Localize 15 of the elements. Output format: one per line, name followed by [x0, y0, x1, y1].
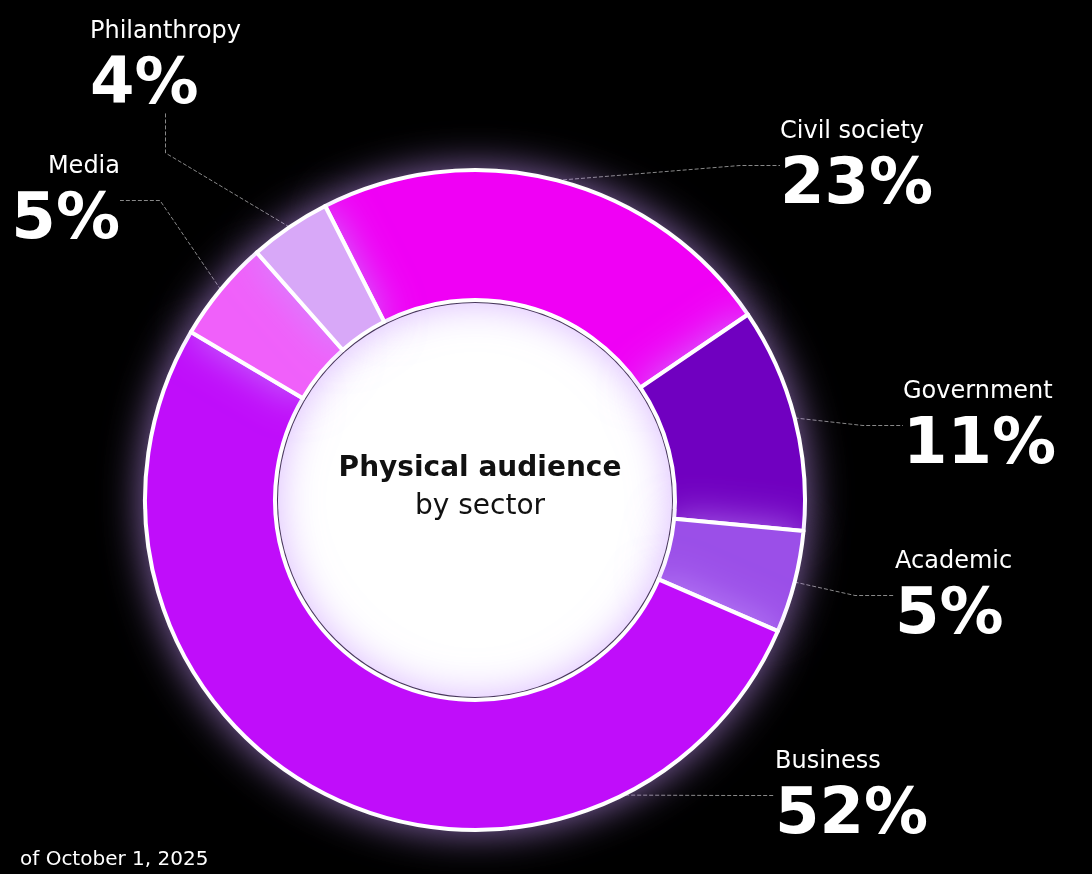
- data-label: 5%: [895, 574, 1004, 648]
- slice-label: Media: [47, 151, 120, 179]
- data-label: 52%: [775, 774, 929, 848]
- slice-label: Academic: [895, 546, 1013, 574]
- data-label: 23%: [780, 144, 934, 218]
- slice-label: Philanthropy: [90, 16, 242, 44]
- text: by sector: [414, 487, 546, 521]
- data-label: 4%: [90, 44, 199, 118]
- slice-label: Government: [903, 376, 1053, 404]
- data-label: 5%: [11, 179, 120, 253]
- text: of October 1, 2025: [20, 846, 209, 870]
- slice-label: Civil society: [780, 116, 925, 144]
- data-label: 11%: [903, 404, 1057, 478]
- text: Physical audience: [338, 449, 622, 483]
- slice-label: Business: [775, 746, 881, 774]
